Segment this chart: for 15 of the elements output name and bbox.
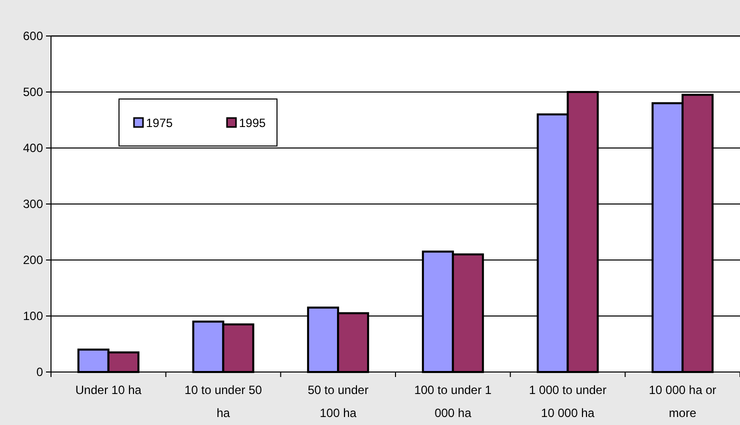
y-tick-label: 200: [22, 253, 44, 268]
y-tick-label: 500: [22, 85, 44, 100]
x-tick-label: 100 to under 1 000 ha: [414, 383, 492, 420]
x-tick-label: 10 to under 50 ha: [184, 383, 262, 420]
y-tick-label: 0: [36, 365, 44, 380]
x-tick-label: 50 to under 100 ha: [308, 383, 368, 420]
y-tick-label: 400: [22, 141, 44, 156]
legend-label: 1975: [146, 116, 174, 130]
legend-label: 1995: [239, 116, 266, 130]
x-tick-label: 1 000 to under 10 000 ha: [529, 383, 606, 420]
x-tick-label: Under 10 ha: [75, 383, 142, 397]
x-tick-label: 10 000 ha or more: [648, 383, 716, 420]
y-tick-label: 100: [22, 309, 44, 324]
y-tick-label: 300: [22, 197, 44, 212]
y-tick-label: 600: [22, 29, 44, 44]
